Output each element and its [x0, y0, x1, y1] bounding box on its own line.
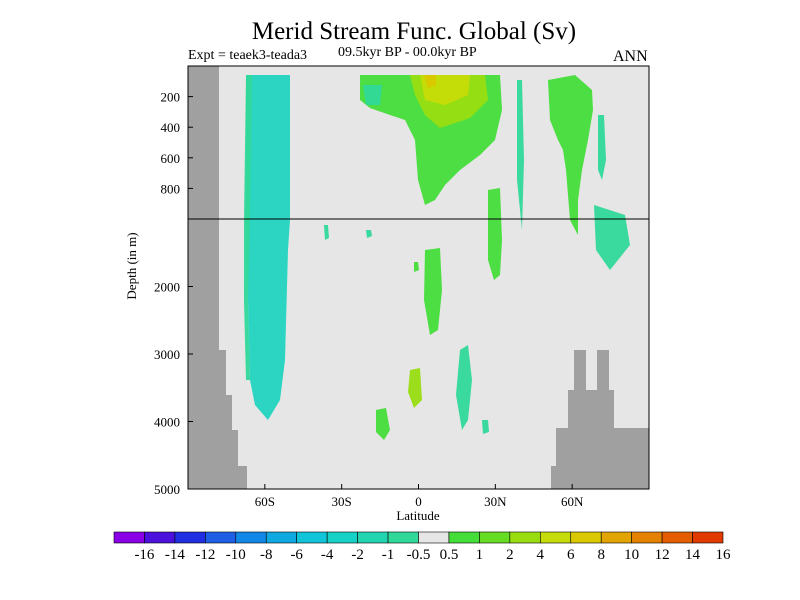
- x-tick-label: 60S: [255, 494, 275, 509]
- colorbar-swatch: [509, 531, 541, 544]
- x-tick-label: 60N: [561, 494, 584, 509]
- colorbar-swatch: [265, 531, 298, 544]
- colorbar-swatch: [205, 531, 237, 544]
- colorbar-swatch: [479, 531, 511, 544]
- colorbar-swatch: [387, 531, 419, 544]
- equator-drop: [408, 368, 422, 408]
- colorbar-label: 4: [537, 547, 545, 563]
- colorbar-label: -4: [321, 547, 334, 563]
- colorbar-swatch: [357, 531, 389, 544]
- colorbar-label: -8: [260, 547, 273, 563]
- chart-title: Merid Stream Func. Global (Sv): [251, 18, 577, 45]
- colorbar-swatch: [692, 531, 724, 544]
- axes: 200 400 600 800 2000 3000 4000 5000 60S 30S 0 30N 60…: [154, 65, 650, 509]
- colorbar-swatch: [418, 531, 450, 544]
- y-tick-label: 200: [161, 90, 181, 105]
- colorbar-swatch: [600, 531, 632, 544]
- colorbar-label: 10: [624, 547, 639, 563]
- colorbar-swatch: [113, 531, 145, 544]
- colorbar-swatch: [144, 531, 176, 544]
- small-east: [594, 205, 630, 270]
- colorbar-label: -0.5: [407, 547, 431, 563]
- southern-ocean-cell: [246, 75, 290, 420]
- east-bar: [517, 80, 524, 230]
- deep-spot-mid: [456, 345, 472, 430]
- colorbar-label: -1: [382, 547, 395, 563]
- colorbar-swatch: [174, 531, 206, 544]
- deacon-edge: [244, 75, 252, 380]
- colorbar-label: 12: [655, 547, 670, 563]
- colorbar-label: -10: [226, 547, 246, 563]
- colorbar-label: -14: [165, 547, 185, 563]
- antarctic-land: [188, 66, 247, 489]
- nadw-west-bit: [363, 85, 382, 105]
- colorbar-swatch: [661, 531, 693, 544]
- colorbar-label: 16: [716, 547, 732, 563]
- x-axis-label: Latitude: [396, 508, 440, 523]
- x-tick-label: 0: [415, 494, 422, 509]
- colorbar-label: 0.5: [440, 547, 459, 563]
- x-tick-label: 30N: [484, 494, 507, 509]
- y-tick-label: 600: [161, 151, 181, 166]
- tiny-2: [366, 230, 372, 238]
- colorbar-label: -12: [195, 547, 215, 563]
- y-tick-label: 5000: [154, 482, 180, 497]
- colorbar-label: 2: [506, 547, 514, 563]
- season-label: ANN: [613, 48, 648, 65]
- colorbar: -16 -14 -12 -10 -8 -6 -4 -2 -1 -0.5 0.5 1 2 4 6 8 10 12 14…: [113, 531, 732, 563]
- arctic-drops: [598, 115, 606, 180]
- colorbar-swatch: [326, 531, 358, 544]
- colorbar-swatch: [570, 531, 602, 544]
- colorbar-label: -16: [134, 547, 154, 563]
- colorbar-swatch: [448, 531, 480, 544]
- tiny-4: [482, 420, 489, 434]
- southern-blob: [424, 248, 442, 335]
- tiny-3: [414, 262, 419, 272]
- colorbar-swatch: [296, 531, 328, 544]
- y-tick-label: 800: [161, 181, 181, 196]
- colorbar-label: 14: [685, 547, 701, 563]
- deep-spot-west: [376, 408, 390, 440]
- plot-area: [188, 66, 649, 489]
- colorbar-label: -2: [351, 547, 364, 563]
- colorbar-label: 8: [597, 547, 605, 563]
- colorbar-label: 6: [567, 547, 575, 563]
- colorbar-label: -6: [290, 547, 303, 563]
- colorbar-swatch: [235, 531, 267, 544]
- y-tick-label: 3000: [154, 347, 180, 362]
- colorbar-swatch: [631, 531, 663, 544]
- y-tick-label: 4000: [154, 415, 180, 430]
- arctic-cell: [548, 75, 593, 235]
- colorbar-label: 1: [476, 547, 484, 563]
- arctic-land: [551, 350, 649, 489]
- colorbar-swatch: [539, 531, 572, 544]
- mid-drop: [488, 188, 502, 280]
- x-tick-label: 30S: [332, 494, 352, 509]
- y-tick-label: 400: [161, 120, 181, 135]
- experiment-label: Expt = teaek3-teada3: [188, 48, 308, 63]
- nadw-max: [424, 75, 436, 88]
- tiny-1: [324, 225, 329, 240]
- y-tick-label: 2000: [154, 280, 180, 295]
- period-label: 09.5kyr BP - 00.0kyr BP: [338, 45, 477, 60]
